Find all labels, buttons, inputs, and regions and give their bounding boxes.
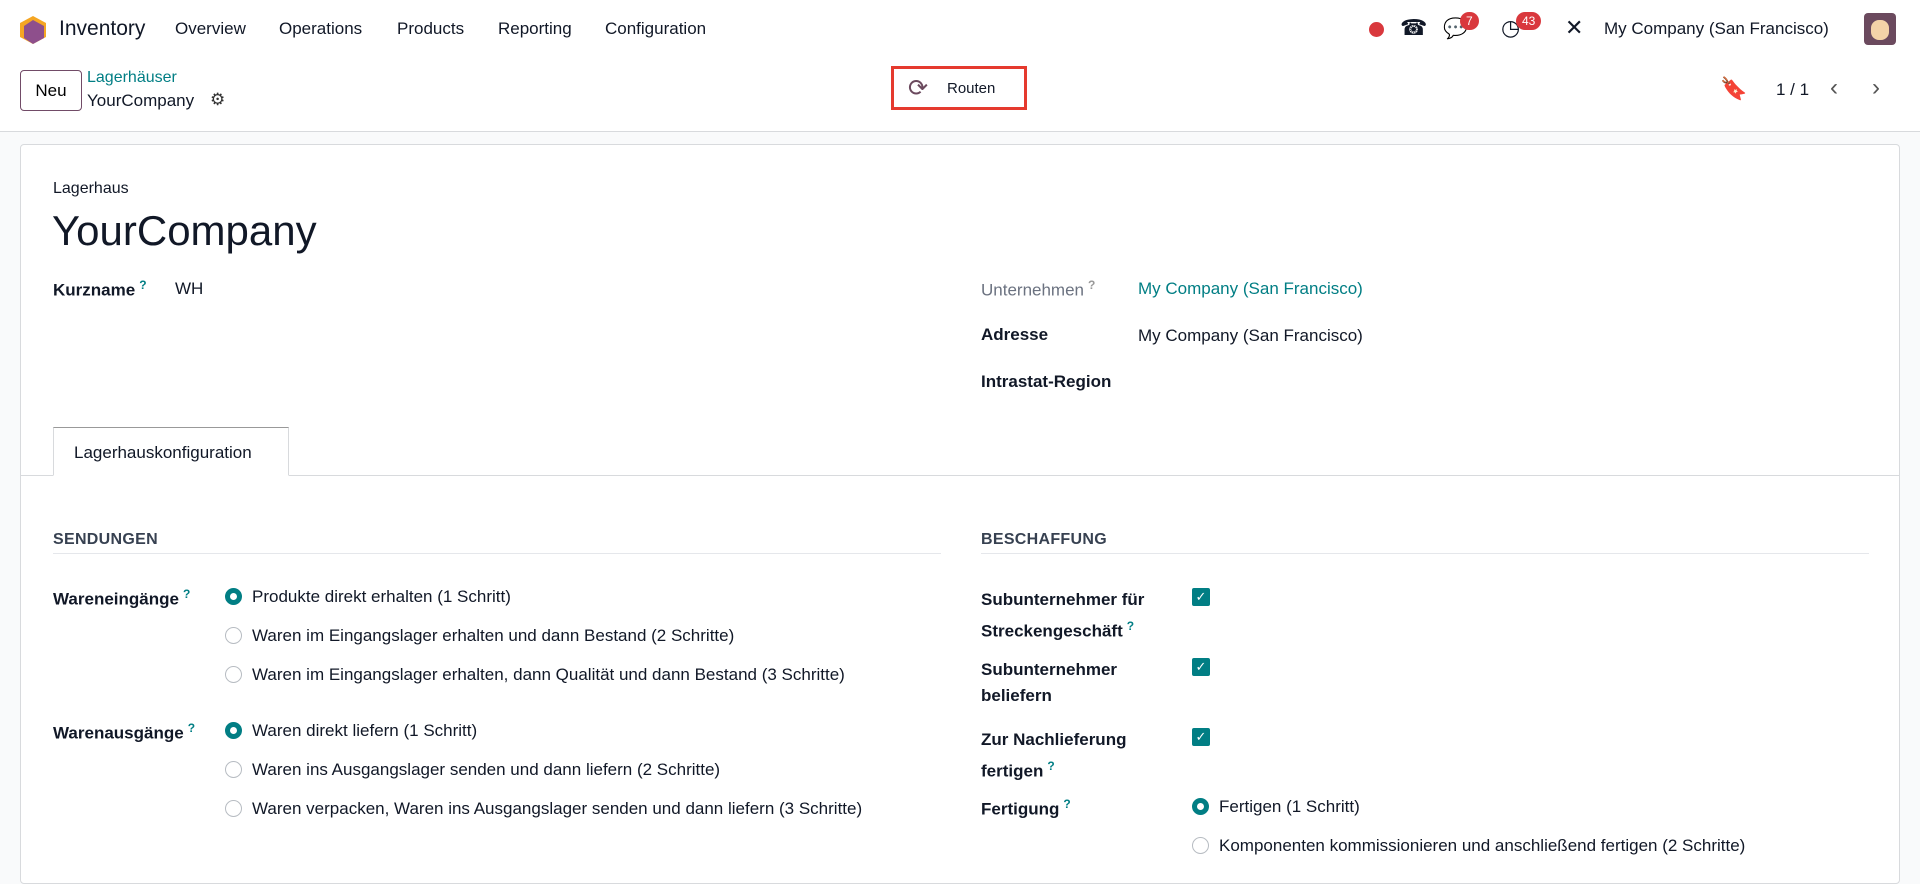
- next-record-button[interactable]: ›: [1872, 74, 1880, 101]
- activity-count-badge: 43: [1516, 12, 1542, 30]
- incoming-label: Wareneingänge?: [53, 587, 191, 609]
- dropship-checkbox[interactable]: ✓: [1192, 588, 1210, 606]
- short-name-label: Kurzname?: [53, 278, 147, 300]
- outgoing-label: Warenausgänge?: [53, 721, 196, 743]
- company-value[interactable]: My Company (San Francisco): [1138, 279, 1363, 298]
- address-value[interactable]: My Company (San Francisco): [1138, 326, 1363, 345]
- outgoing-option-3[interactable]: Waren verpacken, Waren ins Ausgangslager…: [252, 799, 863, 818]
- incoming-radio-2[interactable]: [225, 627, 242, 644]
- procurement-heading: BESCHAFFUNG: [981, 531, 1107, 548]
- tools-icon[interactable]: ✕: [1565, 15, 1584, 40]
- breadcrumb-warehouses[interactable]: Lagerhäuser: [87, 69, 177, 86]
- bookmark-icon[interactable]: 🔖: [1720, 76, 1748, 101]
- tab-warehouse-configuration[interactable]: Lagerhauskonfiguration: [53, 427, 289, 476]
- resupply-checkbox[interactable]: ✓: [1192, 658, 1210, 676]
- short-name-value[interactable]: WH: [175, 279, 204, 298]
- outgoing-radio-1[interactable]: [225, 722, 242, 739]
- recording-dot-icon[interactable]: [1369, 22, 1384, 37]
- routes-button[interactable]: ⟳ Routen: [891, 66, 1027, 110]
- outgoing-option-1[interactable]: Waren direkt liefern (1 Schritt): [252, 721, 478, 740]
- incoming-radio-3[interactable]: [225, 666, 242, 683]
- outgoing-option-2[interactable]: Waren ins Ausgangslager senden und dann …: [252, 760, 721, 779]
- menu-operations[interactable]: Operations: [279, 19, 363, 38]
- mto-label: Zur Nachlieferung fertigen?: [981, 730, 1127, 781]
- address-label: Adresse: [981, 325, 1049, 344]
- tab-divider: [21, 475, 1899, 476]
- manufacture-radio-2[interactable]: [1192, 837, 1209, 854]
- dropship-label: Subunternehmer für Streckengeschäft?: [981, 590, 1145, 641]
- menu-overview[interactable]: Overview: [175, 19, 246, 38]
- clock-icon[interactable]: ◷: [1501, 15, 1521, 40]
- outgoing-radio-2[interactable]: [225, 761, 242, 778]
- new-button[interactable]: Neu: [20, 70, 82, 111]
- menu-reporting[interactable]: Reporting: [498, 19, 572, 38]
- help-icon: ?: [1047, 759, 1055, 773]
- manufacture-radio-1[interactable]: [1192, 798, 1209, 815]
- control-panel: Neu Lagerhäuser YourCompany ⚙ ⟳ Routen 🔖…: [0, 58, 1920, 132]
- mto-checkbox[interactable]: ✓: [1192, 728, 1210, 746]
- resupply-label: Subunternehmer beliefern: [981, 660, 1118, 705]
- pager-value[interactable]: 1 / 1: [1776, 80, 1810, 99]
- previous-record-button[interactable]: ‹: [1830, 74, 1838, 101]
- incoming-radio-1[interactable]: [225, 588, 242, 605]
- manufacture-option-2[interactable]: Komponenten kommissionieren und anschlie…: [1219, 836, 1746, 855]
- chat-count-badge: 7: [1460, 12, 1479, 30]
- gear-icon[interactable]: ⚙: [210, 90, 226, 109]
- manufacture-option-1[interactable]: Fertigen (1 Schritt): [1219, 797, 1360, 816]
- help-icon: ?: [182, 587, 191, 601]
- app-name[interactable]: Inventory: [59, 17, 146, 40]
- divider: [53, 553, 941, 554]
- incoming-option-2[interactable]: Waren im Eingangslager erhalten und dann…: [252, 626, 735, 645]
- routes-label: Routen: [947, 80, 996, 97]
- intrastat-label: Intrastat-Region: [981, 372, 1112, 391]
- help-icon: ?: [187, 721, 196, 735]
- help-icon: ?: [1088, 278, 1096, 292]
- incoming-option-1[interactable]: Produkte direkt erhalten (1 Schritt): [252, 587, 511, 606]
- company-switcher[interactable]: My Company (San Francisco): [1604, 19, 1829, 38]
- warehouse-name[interactable]: YourCompany: [52, 207, 317, 254]
- help-icon: ?: [1126, 619, 1135, 633]
- inventory-logo-icon[interactable]: [20, 16, 46, 44]
- refresh-icon: ⟳: [908, 75, 929, 102]
- form-sheet: Lagerhaus YourCompany Kurzname? WH Unter…: [20, 144, 1900, 884]
- top-navbar: Inventory Overview Operations Products R…: [0, 0, 1920, 58]
- outgoing-radio-3[interactable]: [225, 800, 242, 817]
- divider: [981, 553, 1869, 554]
- menu-products[interactable]: Products: [397, 19, 465, 38]
- incoming-option-3[interactable]: Waren im Eingangslager erhalten, dann Qu…: [252, 665, 845, 684]
- manufacture-label: Fertigung?: [981, 797, 1071, 819]
- shipments-heading: SENDUNGEN: [53, 531, 158, 548]
- company-label: Unternehmen?: [981, 278, 1096, 300]
- title-label: Lagerhaus: [53, 180, 129, 197]
- user-avatar[interactable]: [1864, 13, 1896, 45]
- help-icon: ?: [139, 278, 147, 292]
- phone-icon[interactable]: ☎: [1400, 15, 1428, 40]
- help-icon: ?: [1063, 797, 1071, 811]
- breadcrumb-current: YourCompany: [87, 91, 195, 110]
- menu-configuration[interactable]: Configuration: [605, 19, 707, 38]
